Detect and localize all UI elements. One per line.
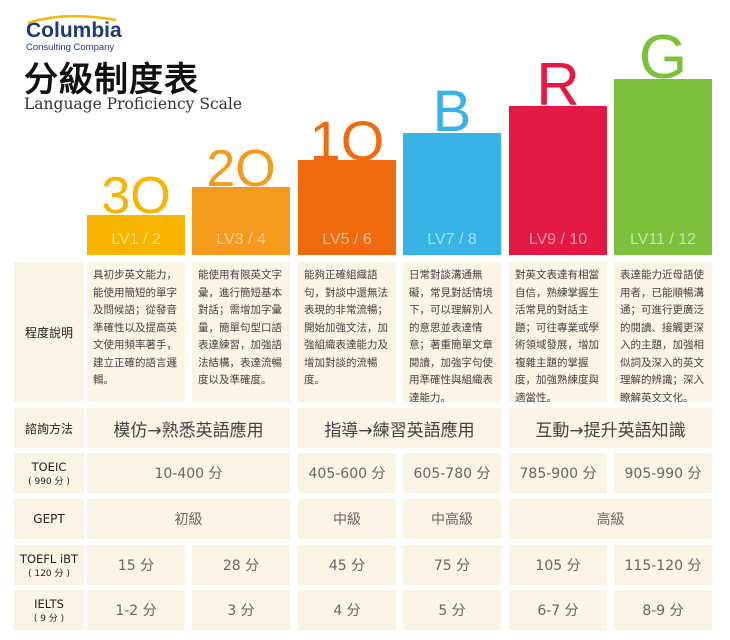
level-bar-5: LV9 / 10 xyxy=(509,106,607,255)
page-subtitle: Language Proficiency Scale xyxy=(24,95,243,113)
page-title: 分級制度表 xyxy=(24,60,199,100)
method-cell: 指導→練習英語應用 xyxy=(298,408,501,448)
level-description: 對英文表達有相當自信，熟練掌握生活常見的對話主題；可往專業或學術領域發展，增加複… xyxy=(509,262,607,404)
toeic-label: TOEIC xyxy=(31,459,67,474)
ielts-cell: 8-9 分 xyxy=(614,590,712,630)
ielts-cell: 5 分 xyxy=(403,590,501,630)
toeic-cell: 785-900 分 xyxy=(509,453,607,493)
toeic-sub: ( 990 分 ) xyxy=(28,476,70,487)
gept-cell: 中級 xyxy=(298,499,396,539)
ielts-cell: 1-2 分 xyxy=(87,590,185,630)
toeic-cell: 405-600 分 xyxy=(298,453,396,493)
row-label-toeic: TOEIC ( 990 分 ) xyxy=(14,453,84,493)
level-description: 日常對談溝通無礙，常見對話情境下，可以理解別人的意思並表達情意；著重簡單文章閱讀… xyxy=(403,262,501,404)
toefl-label: TOEFL iBT xyxy=(19,551,79,566)
ielts-label: IELTS xyxy=(34,596,64,611)
toefl-cell: 105 分 xyxy=(509,545,607,585)
level-bar-4: LV7 / 8 xyxy=(403,133,501,255)
level-bar-big-label: G xyxy=(638,23,688,92)
level-bar-label: LV7 / 8 xyxy=(427,231,477,248)
row-label-description: 程度說明 xyxy=(14,262,84,402)
gept-cell: 中高級 xyxy=(403,499,501,539)
level-bar-label: LV9 / 10 xyxy=(528,231,588,248)
ielts-sub: ( 9 分 ) xyxy=(33,613,65,624)
toefl-cell: 115-120 分 xyxy=(614,545,712,585)
toefl-cell: 75 分 xyxy=(403,545,501,585)
level-description: 具初步英文能力，能使用簡短的單字及問候語；從發音準確性以及提高英文使用頻率著手，… xyxy=(87,262,185,402)
ielts-cell: 6-7 分 xyxy=(509,590,607,630)
level-bar-6: LV11 / 12 xyxy=(614,79,712,255)
company-logo: Columbia Consulting Company xyxy=(26,14,122,53)
toefl-cell: 15 分 xyxy=(87,545,185,585)
level-bar-big-label: 3O xyxy=(101,167,171,225)
level-bar-big-label: 1O xyxy=(309,109,385,172)
level-bar-2: LV3 / 4 xyxy=(192,187,290,255)
level-description: 表達能力近母語使用者，已能順暢溝通；可進行更廣泛的閱讀、接觸更深入的主題，加強相… xyxy=(614,262,712,404)
row-label-toefl: TOEFL iBT ( 120 分 ) xyxy=(14,545,84,585)
level-bar-label: LV3 / 4 xyxy=(216,231,266,248)
gept-cell: 高級 xyxy=(509,499,712,539)
toefl-cell: 28 分 xyxy=(192,545,290,585)
toeic-cell: 10-400 分 xyxy=(87,453,290,493)
level-bar-big-label: B xyxy=(432,79,472,144)
row-label-method: 諮詢方法 xyxy=(14,408,84,448)
ielts-cell: 3 分 xyxy=(192,590,290,630)
toeic-cell: 605-780 分 xyxy=(403,453,501,493)
level-description: 能夠正確組織語句，對談中還無法表現的非常流暢；開始加強文法，加強組織表達能力及增… xyxy=(298,262,396,402)
gept-cell: 初級 xyxy=(87,499,290,539)
toefl-sub: ( 120 分 ) xyxy=(28,568,70,579)
level-bar-label: LV1 / 2 xyxy=(111,231,161,248)
method-cell: 模仿→熟悉英語應用 xyxy=(87,408,290,448)
level-bar-big-label: R xyxy=(536,51,580,118)
logo-name: Columbia xyxy=(26,19,122,42)
level-description: 能使用有限英文字彙，進行簡短基本對話；需增加字彙量，簡單句型口語表達練習，加強語… xyxy=(192,262,290,402)
toeic-cell: 905-990 分 xyxy=(614,453,712,493)
row-label-ielts: IELTS ( 9 分 ) xyxy=(14,590,84,630)
level-bar-3: LV5 / 6 xyxy=(298,160,396,255)
method-cell: 互動→提升英語知識 xyxy=(509,408,712,448)
row-label-gept: GEPT xyxy=(14,499,84,539)
level-bar-big-label: 2O xyxy=(206,140,276,198)
logo-swoosh-icon xyxy=(27,14,117,24)
toefl-cell: 45 分 xyxy=(298,545,396,585)
level-bar-label: LV5 / 6 xyxy=(322,231,372,248)
level-bar-label: LV11 / 12 xyxy=(629,231,697,248)
logo-subtitle: Consulting Company xyxy=(26,42,115,53)
ielts-cell: 4 分 xyxy=(298,590,396,630)
level-bar-1: LV1 / 2 xyxy=(87,215,185,255)
